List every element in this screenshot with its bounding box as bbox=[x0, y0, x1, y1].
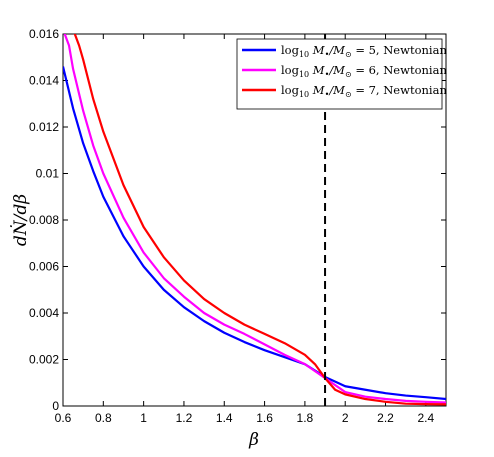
x-tick-label: 2 bbox=[342, 411, 349, 425]
x-tick-label: 2.2 bbox=[377, 411, 394, 425]
series-line-3 bbox=[73, 34, 446, 406]
y-tick-label: 0.01 bbox=[36, 167, 60, 181]
axis-ticks: 0.6 0.8 1 1.2 1.4 1.6 1.8 2 2.2 2.4 0 0.002 0.004 0.0… bbox=[29, 27, 446, 425]
x-tick-label: 0.8 bbox=[95, 411, 112, 425]
y-tick-label: 0.002 bbox=[29, 353, 59, 367]
y-tick-label: 0.008 bbox=[29, 213, 59, 227]
x-tick-label: 1.4 bbox=[216, 411, 233, 425]
y-tick-label: 0.014 bbox=[29, 74, 59, 88]
y-tick-label: 0.012 bbox=[29, 120, 59, 134]
y-axis-label: dṄ/dβ bbox=[10, 194, 31, 246]
y-tick-label: 0.006 bbox=[29, 260, 59, 274]
series-line-1 bbox=[63, 66, 446, 401]
legend-label-2: log10 M•/M⊙ = 6, Newtonian bbox=[281, 63, 447, 79]
series-layer bbox=[63, 34, 446, 406]
x-tick-label: 0.6 bbox=[55, 411, 72, 425]
x-tick-label: 1.6 bbox=[256, 411, 273, 425]
legend-label-3: log10 M•/M⊙ = 7, Newtonian bbox=[281, 83, 447, 99]
y-tick-label: 0.004 bbox=[29, 306, 59, 320]
x-tick-label: 1.8 bbox=[297, 411, 314, 425]
legend: log10 M•/M⊙ = 5, Newtonian log10 M•/M⊙ = … bbox=[236, 38, 447, 110]
legend-label-1: log10 M•/M⊙ = 5, Newtonian bbox=[281, 43, 447, 59]
series-line-2 bbox=[63, 34, 446, 404]
x-tick-label: 2.4 bbox=[417, 411, 434, 425]
y-tick-label: 0 bbox=[52, 399, 59, 413]
y-tick-label: 0.016 bbox=[29, 27, 59, 41]
x-tick-label: 1.2 bbox=[176, 411, 193, 425]
x-axis-label: β bbox=[248, 430, 259, 450]
x-tick-label: 1 bbox=[140, 411, 147, 425]
